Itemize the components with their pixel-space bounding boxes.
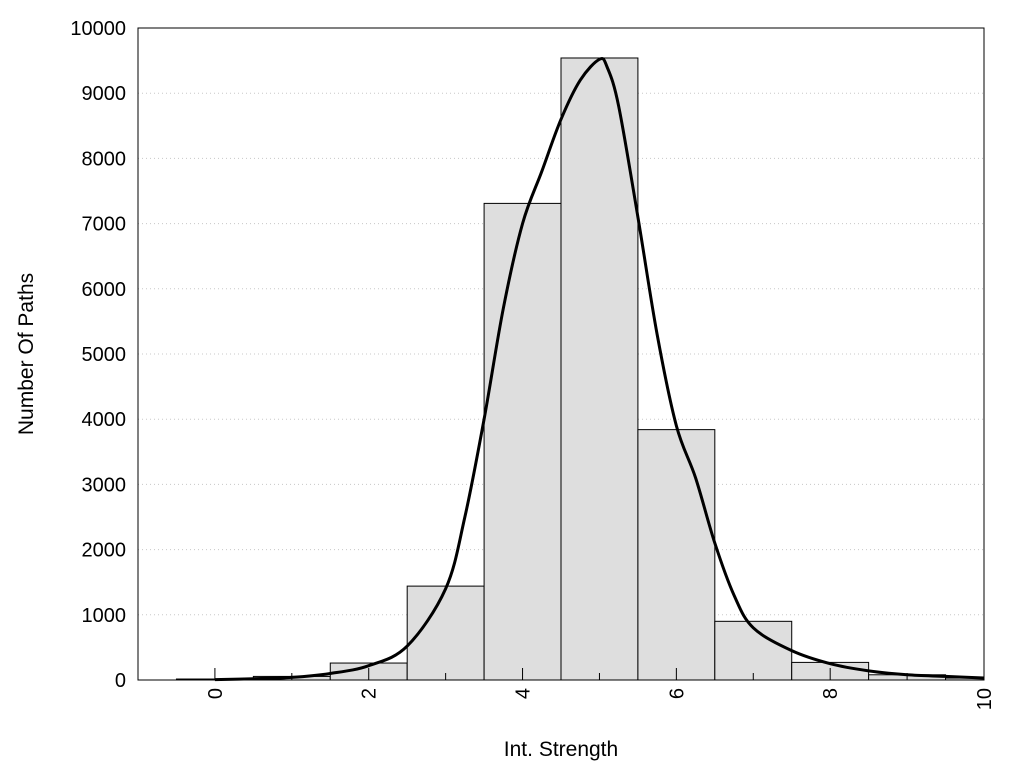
x-axis-ticks: 0 2 4 6 8 10 <box>137 668 996 710</box>
y-axis-ticks: 0 1000 2000 3000 4000 5000 6000 7000 8000 9000 100… <box>70 18 126 692</box>
y-tick-label: 2000 <box>82 540 127 562</box>
plot-frame <box>137 27 985 681</box>
y-tick-label: 6000 <box>82 279 127 301</box>
y-tick-label: 3000 <box>82 474 127 496</box>
grid-lines <box>138 92 984 616</box>
x-tick-label: 8 <box>820 688 842 699</box>
histogram-bar <box>483 202 562 681</box>
x-tick-label: 2 <box>359 688 381 699</box>
y-tick-label: 9000 <box>82 83 127 105</box>
histogram-bar <box>637 429 716 681</box>
y-tick-label: 0 <box>115 670 126 692</box>
y-tick-label: 7000 <box>82 214 127 236</box>
y-tick-label: 1000 <box>82 605 127 627</box>
histogram-bar <box>560 57 639 681</box>
y-tick-label: 10000 <box>70 18 126 40</box>
y-tick-label: 4000 <box>82 409 127 431</box>
y-tick-label: 8000 <box>82 148 127 170</box>
x-tick-label: 6 <box>666 688 688 699</box>
x-tick-label: 0 <box>205 688 227 699</box>
x-tick-label: 4 <box>513 688 535 699</box>
x-tick-label: 10 <box>974 688 996 710</box>
bars <box>175 57 985 681</box>
x-axis-title: Int. Strength <box>504 738 618 761</box>
y-tick-label: 5000 <box>82 344 127 366</box>
histogram-bar <box>714 620 793 681</box>
fit-curve <box>214 57 985 682</box>
y-axis-title: Number Of Paths <box>15 273 38 435</box>
